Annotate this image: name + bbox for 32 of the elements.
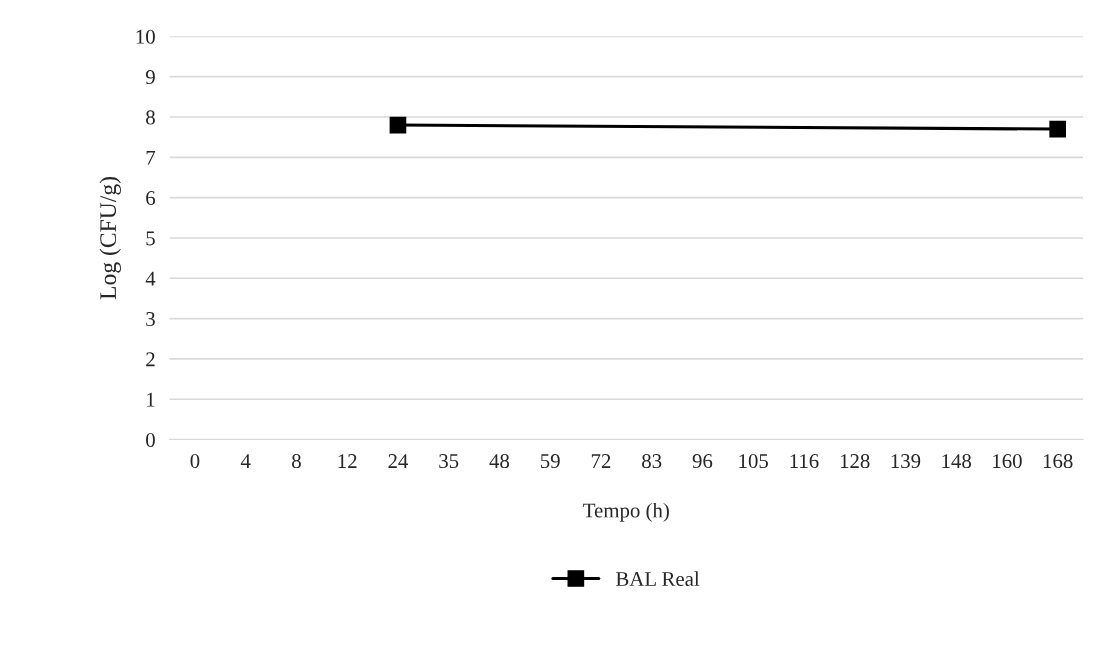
legend-label: BAL Real [616,571,700,586]
x-tick-label: 148 [942,454,972,469]
x-tick-label: 128 [840,454,870,469]
y-tick-label: 2 [146,352,155,367]
x-tick-label: 160 [993,454,1022,469]
y-tick-label: 0 [146,432,155,447]
x-tick-label: 83 [642,454,662,469]
x-tick-label: 116 [790,454,819,469]
y-tick-label: 10 [136,29,155,44]
y-tick-label: 5 [146,231,155,246]
x-tick-label: 8 [292,454,301,469]
y-axis-title: Log (CFU/g) [99,177,121,300]
x-tick-label: 168 [1043,454,1073,469]
y-tick-label: 9 [145,70,155,85]
y-tick-label: 7 [146,150,156,165]
x-tick-label: 105 [739,454,768,469]
x-tick-label: 35 [439,454,459,469]
x-tick-label: 0 [190,454,200,469]
y-tick-label: 1 [147,392,155,407]
x-tick-label: 4 [240,454,251,468]
y-tick-label: 8 [146,110,155,125]
y-tick-label: 6 [146,191,156,206]
x-axis-title: Tempo (h) [583,502,669,522]
x-tick-label: 72 [591,454,611,468]
x-tick-label: 59 [540,454,560,469]
x-tick-label: 24 [388,454,409,468]
y-tick-label: 3 [146,312,155,327]
x-tick-label: 12 [338,454,357,468]
y-tick-label: 4 [145,271,156,286]
x-tick-label: 139 [891,454,921,469]
x-tick-label: 96 [692,454,713,469]
x-tick-label: 48 [489,454,510,469]
